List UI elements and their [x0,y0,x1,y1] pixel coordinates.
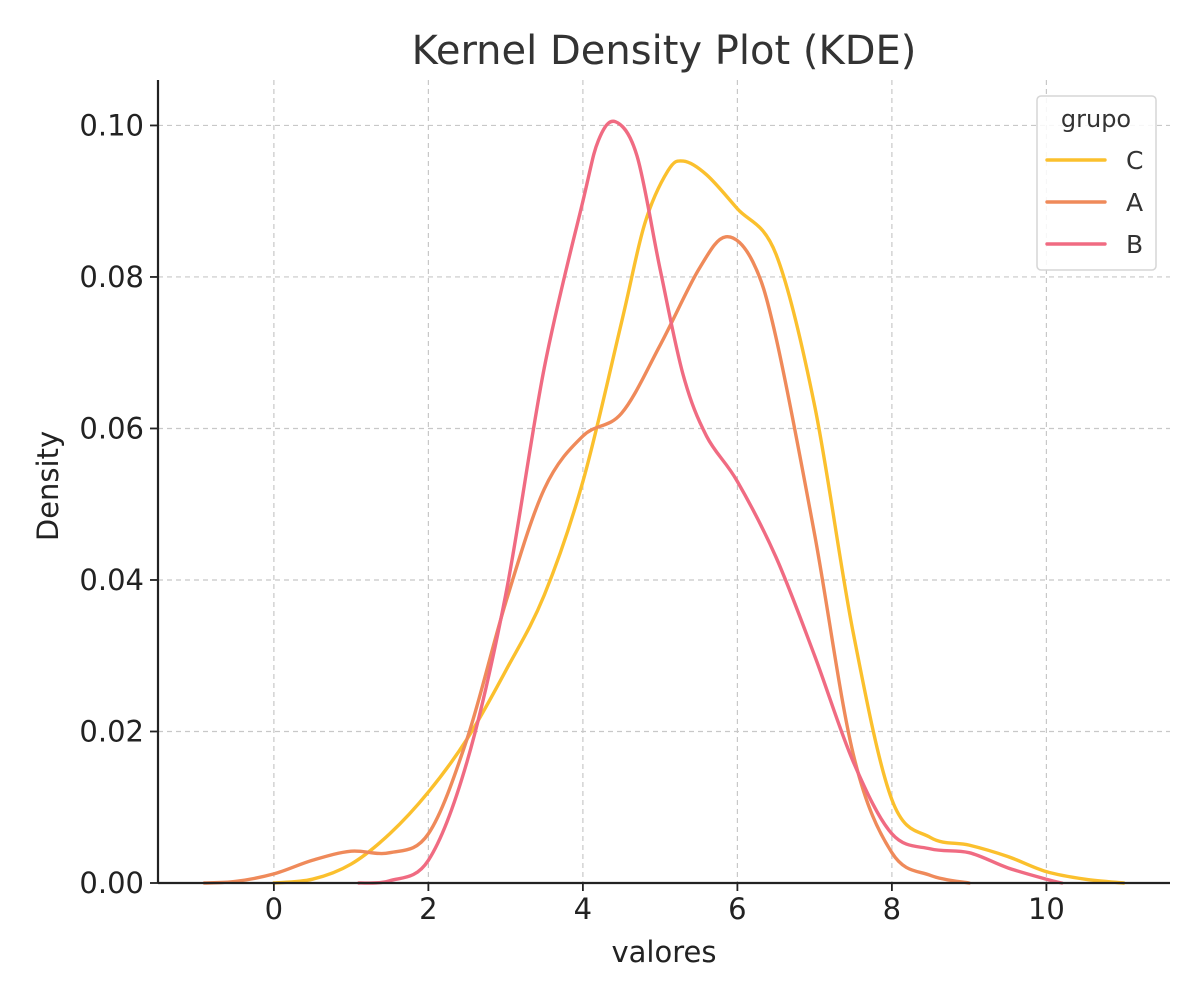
y-tick-label: 0.00 [79,866,144,900]
x-tick-label: 6 [728,892,746,926]
series-line-b [357,119,1064,885]
chart-title: Kernel Density Plot (KDE) [412,28,917,74]
legend-label-a: A [1126,188,1143,217]
grid-layer [158,80,1170,883]
y-tick-label: 0.08 [79,260,144,294]
y-tick-label: 0.02 [79,714,144,748]
y-tick-label: 0.04 [79,563,144,597]
legend-entries: CAB [1045,146,1143,259]
legend-label-b: B [1126,230,1143,259]
x-tick-label: 10 [1028,892,1065,926]
y-tick-label: 0.06 [79,411,144,445]
x-axis-label: valores [612,935,717,969]
series-line-c [272,159,1126,885]
series-layer [202,119,1126,885]
legend-box [1036,95,1157,271]
x-tick-label: 2 [419,892,437,926]
axes-layer [156,80,1170,885]
x-tick-label: 8 [883,892,901,926]
legend-label-c: C [1126,146,1143,175]
y-axis-label: Density [31,431,65,541]
ticks-layer: 0 2 4 6 8 10 0.00 0.02 0.04 0.06 0.08 0.10 [79,108,1064,926]
x-tick-label: 0 [265,892,283,926]
legend: grupo CAB [1036,95,1157,271]
y-tick-label: 0.10 [79,108,144,142]
legend-title: grupo [1061,105,1131,133]
series-line-a [202,235,971,885]
x-tick-label: 4 [574,892,592,926]
